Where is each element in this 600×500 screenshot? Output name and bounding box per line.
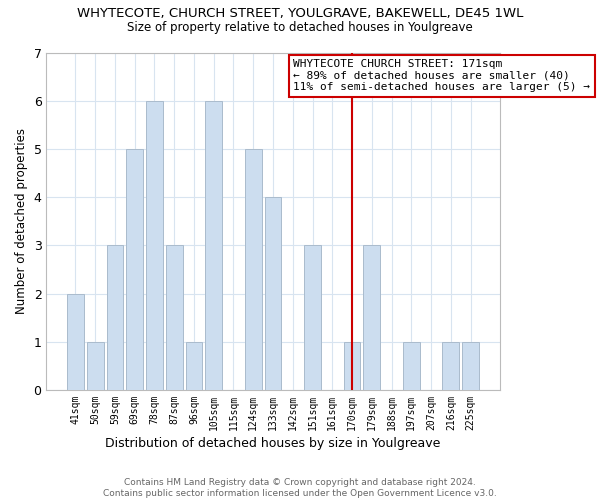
Bar bbox=[403, 342, 420, 390]
Bar bbox=[344, 342, 361, 390]
Bar bbox=[146, 100, 163, 390]
Text: WHYTECOTE CHURCH STREET: 171sqm
← 89% of detached houses are smaller (40)
11% of: WHYTECOTE CHURCH STREET: 171sqm ← 89% of… bbox=[293, 59, 590, 92]
Bar bbox=[364, 246, 380, 390]
Bar bbox=[462, 342, 479, 390]
Bar bbox=[265, 197, 281, 390]
Text: Size of property relative to detached houses in Youlgreave: Size of property relative to detached ho… bbox=[127, 21, 473, 34]
Bar bbox=[87, 342, 104, 390]
Text: Contains HM Land Registry data © Crown copyright and database right 2024.
Contai: Contains HM Land Registry data © Crown c… bbox=[103, 478, 497, 498]
Bar bbox=[245, 149, 262, 390]
Bar bbox=[205, 100, 222, 390]
Y-axis label: Number of detached properties: Number of detached properties bbox=[15, 128, 28, 314]
Bar bbox=[442, 342, 459, 390]
Bar bbox=[126, 149, 143, 390]
Bar bbox=[107, 246, 124, 390]
Bar bbox=[304, 246, 321, 390]
Bar bbox=[185, 342, 202, 390]
Bar bbox=[166, 246, 182, 390]
X-axis label: Distribution of detached houses by size in Youlgreave: Distribution of detached houses by size … bbox=[106, 437, 440, 450]
Text: WHYTECOTE, CHURCH STREET, YOULGRAVE, BAKEWELL, DE45 1WL: WHYTECOTE, CHURCH STREET, YOULGRAVE, BAK… bbox=[77, 8, 523, 20]
Bar bbox=[67, 294, 84, 390]
